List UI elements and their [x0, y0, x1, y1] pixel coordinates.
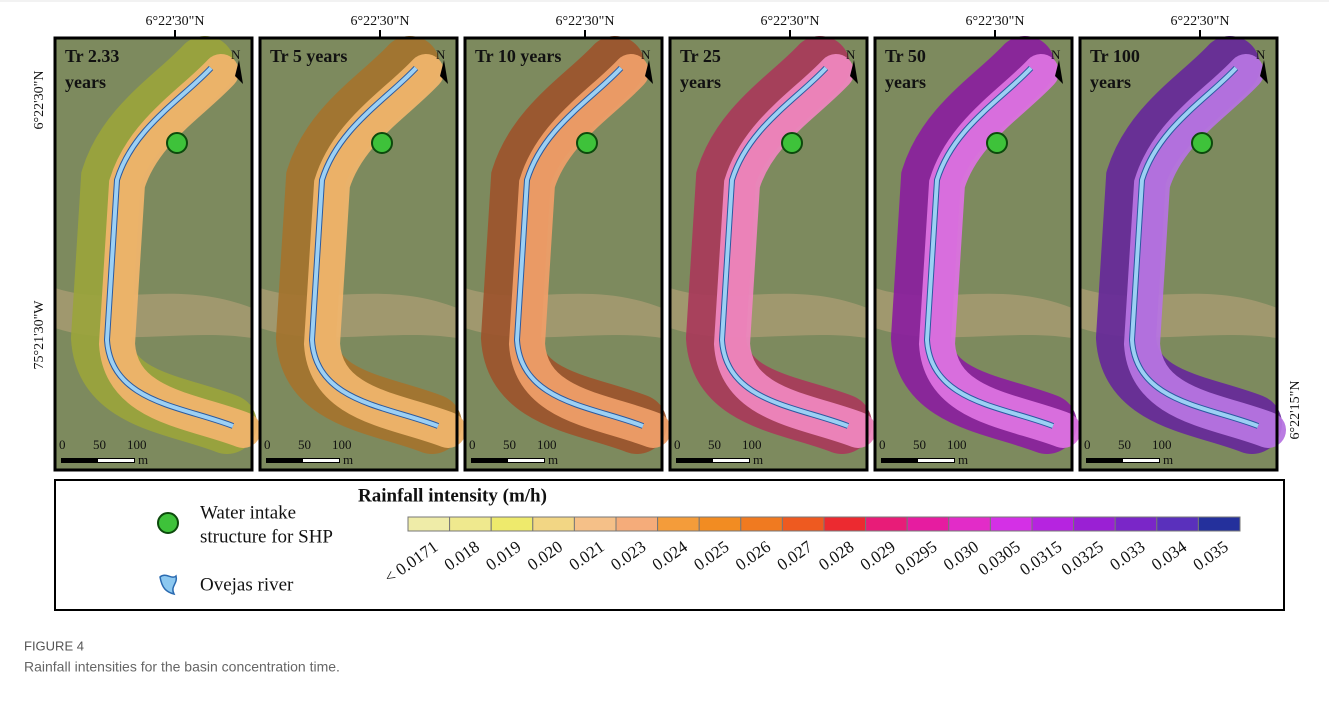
panel-title: Tr 10 years [475, 46, 561, 66]
scale-label: 100 [742, 437, 762, 452]
panel-title: years [1090, 72, 1131, 92]
north-label: N [846, 47, 856, 62]
scale-unit: m [343, 452, 353, 467]
intake-marker [987, 133, 1007, 153]
scale-bar [713, 459, 749, 462]
legend-swatch [450, 517, 492, 531]
panel-title: Tr 50 [885, 46, 926, 66]
legend-swatch [1074, 517, 1116, 531]
coordinate-label: 6°22'30"N [1171, 14, 1230, 29]
scale-label: 50 [913, 437, 926, 452]
legend-swatch [824, 517, 866, 531]
intake-label: structure for SHP [200, 526, 333, 547]
scale-unit: m [548, 452, 558, 467]
caption-text: Rainfall intensities for the basin conce… [24, 659, 340, 675]
panel-title: Tr 5 years [270, 46, 347, 66]
legend-swatch [533, 517, 575, 531]
legend-swatch [907, 517, 949, 531]
legend-swatch [491, 517, 533, 531]
scale-label: 50 [708, 437, 721, 452]
scale-label: 0 [264, 437, 271, 452]
intake-marker [372, 133, 392, 153]
legend-swatch [782, 517, 824, 531]
panel-title: years [65, 72, 106, 92]
coordinate-label: 75°21'30"W [32, 300, 47, 370]
scale-label: 0 [1084, 437, 1091, 452]
coordinate-label: 6°22'30"N [761, 14, 820, 29]
scale-bar [918, 459, 954, 462]
intake-marker [577, 133, 597, 153]
scale-bar [1123, 459, 1159, 462]
scale-label: 100 [332, 437, 352, 452]
legend-swatch [866, 517, 908, 531]
north-label: N [1256, 47, 1266, 62]
legend-swatch [949, 517, 991, 531]
scale-label: 50 [1118, 437, 1131, 452]
coordinate-label: 6°22'30"N [146, 14, 205, 29]
legend-swatch [1115, 517, 1157, 531]
intake-marker [1192, 133, 1212, 153]
scale-unit: m [958, 452, 968, 467]
panel-title: Tr 2.33 [65, 46, 119, 66]
north-label: N [1051, 47, 1061, 62]
panel-title: Tr 25 [680, 46, 721, 66]
panel-title: years [885, 72, 926, 92]
intake-marker [167, 133, 187, 153]
river-label: Ovejas river [200, 574, 294, 595]
north-label: N [436, 47, 446, 62]
scale-label: 100 [1152, 437, 1172, 452]
legend-swatch [408, 517, 450, 531]
legend-swatch [1032, 517, 1074, 531]
legend-swatch [699, 517, 741, 531]
coordinate-label: 6°22'15"N [1288, 381, 1303, 440]
legend-swatch [1198, 517, 1240, 531]
north-label: N [231, 47, 241, 62]
legend-swatch [574, 517, 616, 531]
coordinate-label: 6°22'30"N [966, 14, 1025, 29]
scale-label: 50 [93, 437, 106, 452]
intake-label: Water intake [200, 502, 296, 523]
legend-swatch [741, 517, 783, 531]
scale-unit: m [138, 452, 148, 467]
legend-swatch [990, 517, 1032, 531]
scale-label: 0 [469, 437, 476, 452]
scale-bar [508, 459, 544, 462]
scale-label: 50 [298, 437, 311, 452]
panel-title: years [680, 72, 721, 92]
north-label: N [641, 47, 651, 62]
legend-swatch [658, 517, 700, 531]
legend-swatch [1157, 517, 1199, 531]
coordinate-label: 6°22'30"N [32, 71, 47, 130]
scale-label: 0 [879, 437, 886, 452]
scale-unit: m [1163, 452, 1173, 467]
coordinate-label: 6°22'30"N [556, 14, 615, 29]
legend-swatch [616, 517, 658, 531]
caption-label: FIGURE 4 [24, 638, 84, 653]
scale-bar [98, 459, 134, 462]
scale-label: 100 [947, 437, 967, 452]
scale-unit: m [753, 452, 763, 467]
panel-title: Tr 100 [1090, 46, 1140, 66]
figure: Water intake structure for SHP Ovejas ri… [0, 0, 1329, 704]
scale-label: 50 [503, 437, 516, 452]
scale-label: 100 [127, 437, 147, 452]
scale-bar [303, 459, 339, 462]
legend-title: Rainfall intensity (m/h) [358, 485, 547, 506]
intake-marker [782, 133, 802, 153]
intake-icon [158, 513, 178, 533]
scale-label: 0 [674, 437, 681, 452]
scale-label: 0 [59, 437, 66, 452]
scale-label: 100 [537, 437, 557, 452]
coordinate-label: 6°22'30"N [351, 14, 410, 29]
